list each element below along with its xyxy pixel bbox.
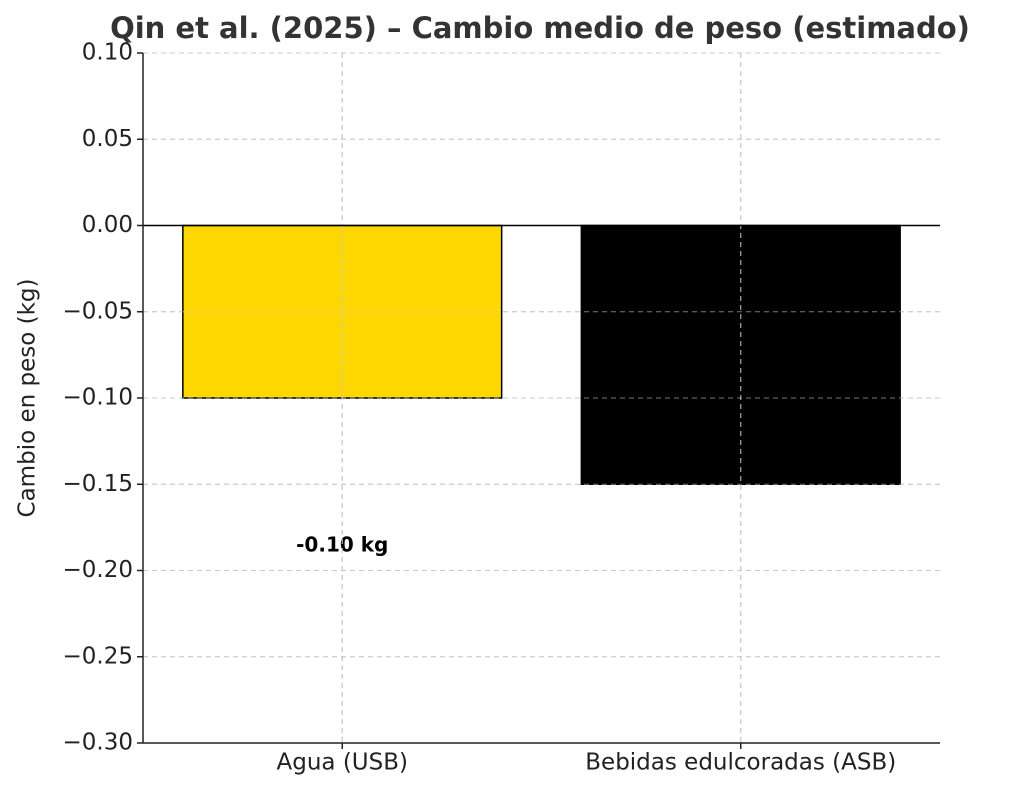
y-tick-label: 0.10 bbox=[82, 40, 133, 66]
y-tick-label: −0.05 bbox=[63, 298, 133, 324]
x-tick-label: Bebidas edulcoradas (ASB) bbox=[585, 750, 896, 776]
y-tick-label: −0.25 bbox=[63, 643, 133, 669]
y-tick-label: 0.05 bbox=[82, 126, 133, 152]
y-tick-label: −0.30 bbox=[63, 730, 133, 756]
chart-title: Qin et al. (2025) – Cambio medio de peso… bbox=[110, 11, 970, 45]
y-axis-label: Cambio en peso (kg) bbox=[15, 279, 41, 518]
x-tick-label: Agua (USB) bbox=[277, 750, 408, 776]
y-tick-label: −0.10 bbox=[63, 385, 133, 411]
y-tick-label: −0.15 bbox=[63, 471, 133, 497]
y-tick-label: −0.20 bbox=[63, 557, 133, 583]
y-tick-label: 0.00 bbox=[82, 212, 133, 238]
